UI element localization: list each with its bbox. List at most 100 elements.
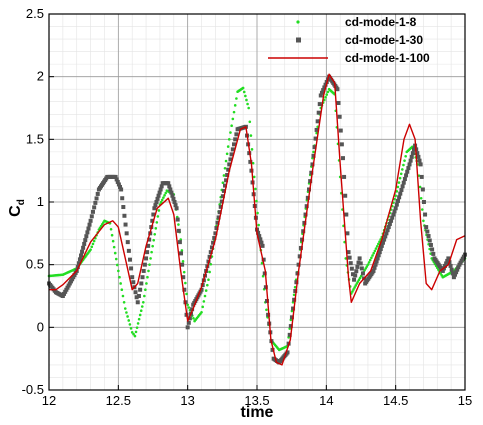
- data-point: [261, 257, 266, 262]
- data-point: [395, 190, 399, 193]
- data-point: [254, 187, 257, 191]
- data-point: [132, 332, 135, 336]
- data-point: [66, 283, 71, 288]
- data-point: [445, 258, 450, 263]
- data-point: [248, 120, 252, 124]
- x-tick-label: 15: [458, 393, 472, 408]
- data-point: [311, 153, 316, 158]
- data-point: [125, 240, 130, 245]
- data-point: [139, 309, 143, 313]
- data-point: [211, 240, 216, 245]
- data-point: [71, 275, 76, 280]
- data-point: [426, 234, 431, 239]
- data-point: [315, 119, 320, 124]
- data-point: [227, 162, 232, 167]
- data-point: [151, 244, 154, 248]
- data-point: [145, 250, 150, 255]
- data-point: [223, 183, 227, 188]
- data-point: [379, 243, 384, 248]
- data-point: [216, 215, 221, 220]
- data-point: [120, 196, 125, 201]
- data-point: [304, 204, 309, 209]
- data-point: [367, 261, 371, 264]
- data-point: [84, 234, 89, 239]
- data-point: [64, 287, 69, 292]
- data-point: [63, 289, 68, 294]
- data-point: [177, 223, 180, 226]
- data-point: [113, 251, 117, 255]
- data-point: [402, 177, 407, 182]
- data-point: [422, 219, 425, 223]
- data-point: [261, 274, 265, 278]
- svg-text:Cd: Cd: [7, 199, 27, 217]
- data-point: [411, 147, 416, 152]
- data-point: [224, 159, 228, 163]
- data-point: [184, 281, 187, 285]
- data-point: [119, 282, 122, 285]
- data-point: [181, 260, 185, 263]
- data-point: [167, 184, 172, 189]
- data-point: [141, 268, 146, 273]
- data-point: [171, 196, 176, 201]
- data-point: [109, 227, 113, 231]
- data-point: [337, 114, 342, 119]
- data-point: [371, 254, 374, 257]
- data-point: [419, 196, 423, 200]
- data-point: [289, 315, 294, 320]
- data-point: [356, 260, 361, 265]
- data-point: [140, 305, 144, 308]
- data-point: [127, 319, 131, 322]
- data-point: [180, 262, 185, 267]
- data-point: [260, 261, 264, 265]
- data-point: [170, 193, 175, 198]
- data-point: [297, 254, 302, 259]
- data-point: [229, 131, 232, 134]
- data-point: [440, 274, 444, 277]
- data-point: [404, 154, 407, 158]
- data-point: [148, 263, 151, 266]
- data-point: [324, 95, 327, 99]
- data-point: [394, 194, 397, 198]
- data-point: [147, 269, 150, 273]
- data-point: [222, 174, 226, 177]
- data-point: [79, 253, 83, 258]
- data-point: [140, 275, 145, 280]
- data-point: [130, 275, 135, 280]
- data-point: [217, 210, 222, 215]
- data-point: [270, 347, 275, 352]
- data-point: [155, 196, 160, 201]
- data-point: [137, 317, 141, 321]
- data-point: [451, 275, 456, 280]
- data-point: [116, 182, 121, 187]
- data-point: [144, 288, 147, 292]
- data-point: [127, 257, 132, 262]
- data-point: [81, 245, 86, 250]
- data-point: [363, 269, 366, 272]
- data-point: [114, 177, 119, 182]
- data-point: [365, 265, 369, 268]
- data-point: [163, 194, 166, 197]
- x-tick-label: 12.5: [106, 393, 131, 408]
- data-point: [159, 184, 164, 189]
- data-point: [232, 110, 236, 114]
- data-point: [115, 263, 119, 267]
- data-point: [427, 238, 432, 243]
- data-point: [87, 222, 92, 227]
- data-point: [397, 181, 401, 184]
- y-axis-label-subscript: d: [16, 199, 27, 205]
- data-point: [309, 170, 314, 175]
- data-point: [160, 198, 164, 202]
- data-point: [204, 289, 208, 292]
- data-point: [209, 262, 213, 266]
- data-point: [391, 212, 396, 217]
- data-point: [90, 245, 94, 249]
- data-point: [292, 297, 297, 302]
- data-point: [82, 241, 87, 246]
- data-point: [153, 203, 158, 208]
- data-point: [405, 169, 410, 174]
- data-point: [370, 256, 373, 260]
- data-point: [285, 350, 290, 355]
- data-point: [292, 293, 296, 297]
- data-point: [350, 272, 355, 277]
- data-point: [215, 220, 220, 225]
